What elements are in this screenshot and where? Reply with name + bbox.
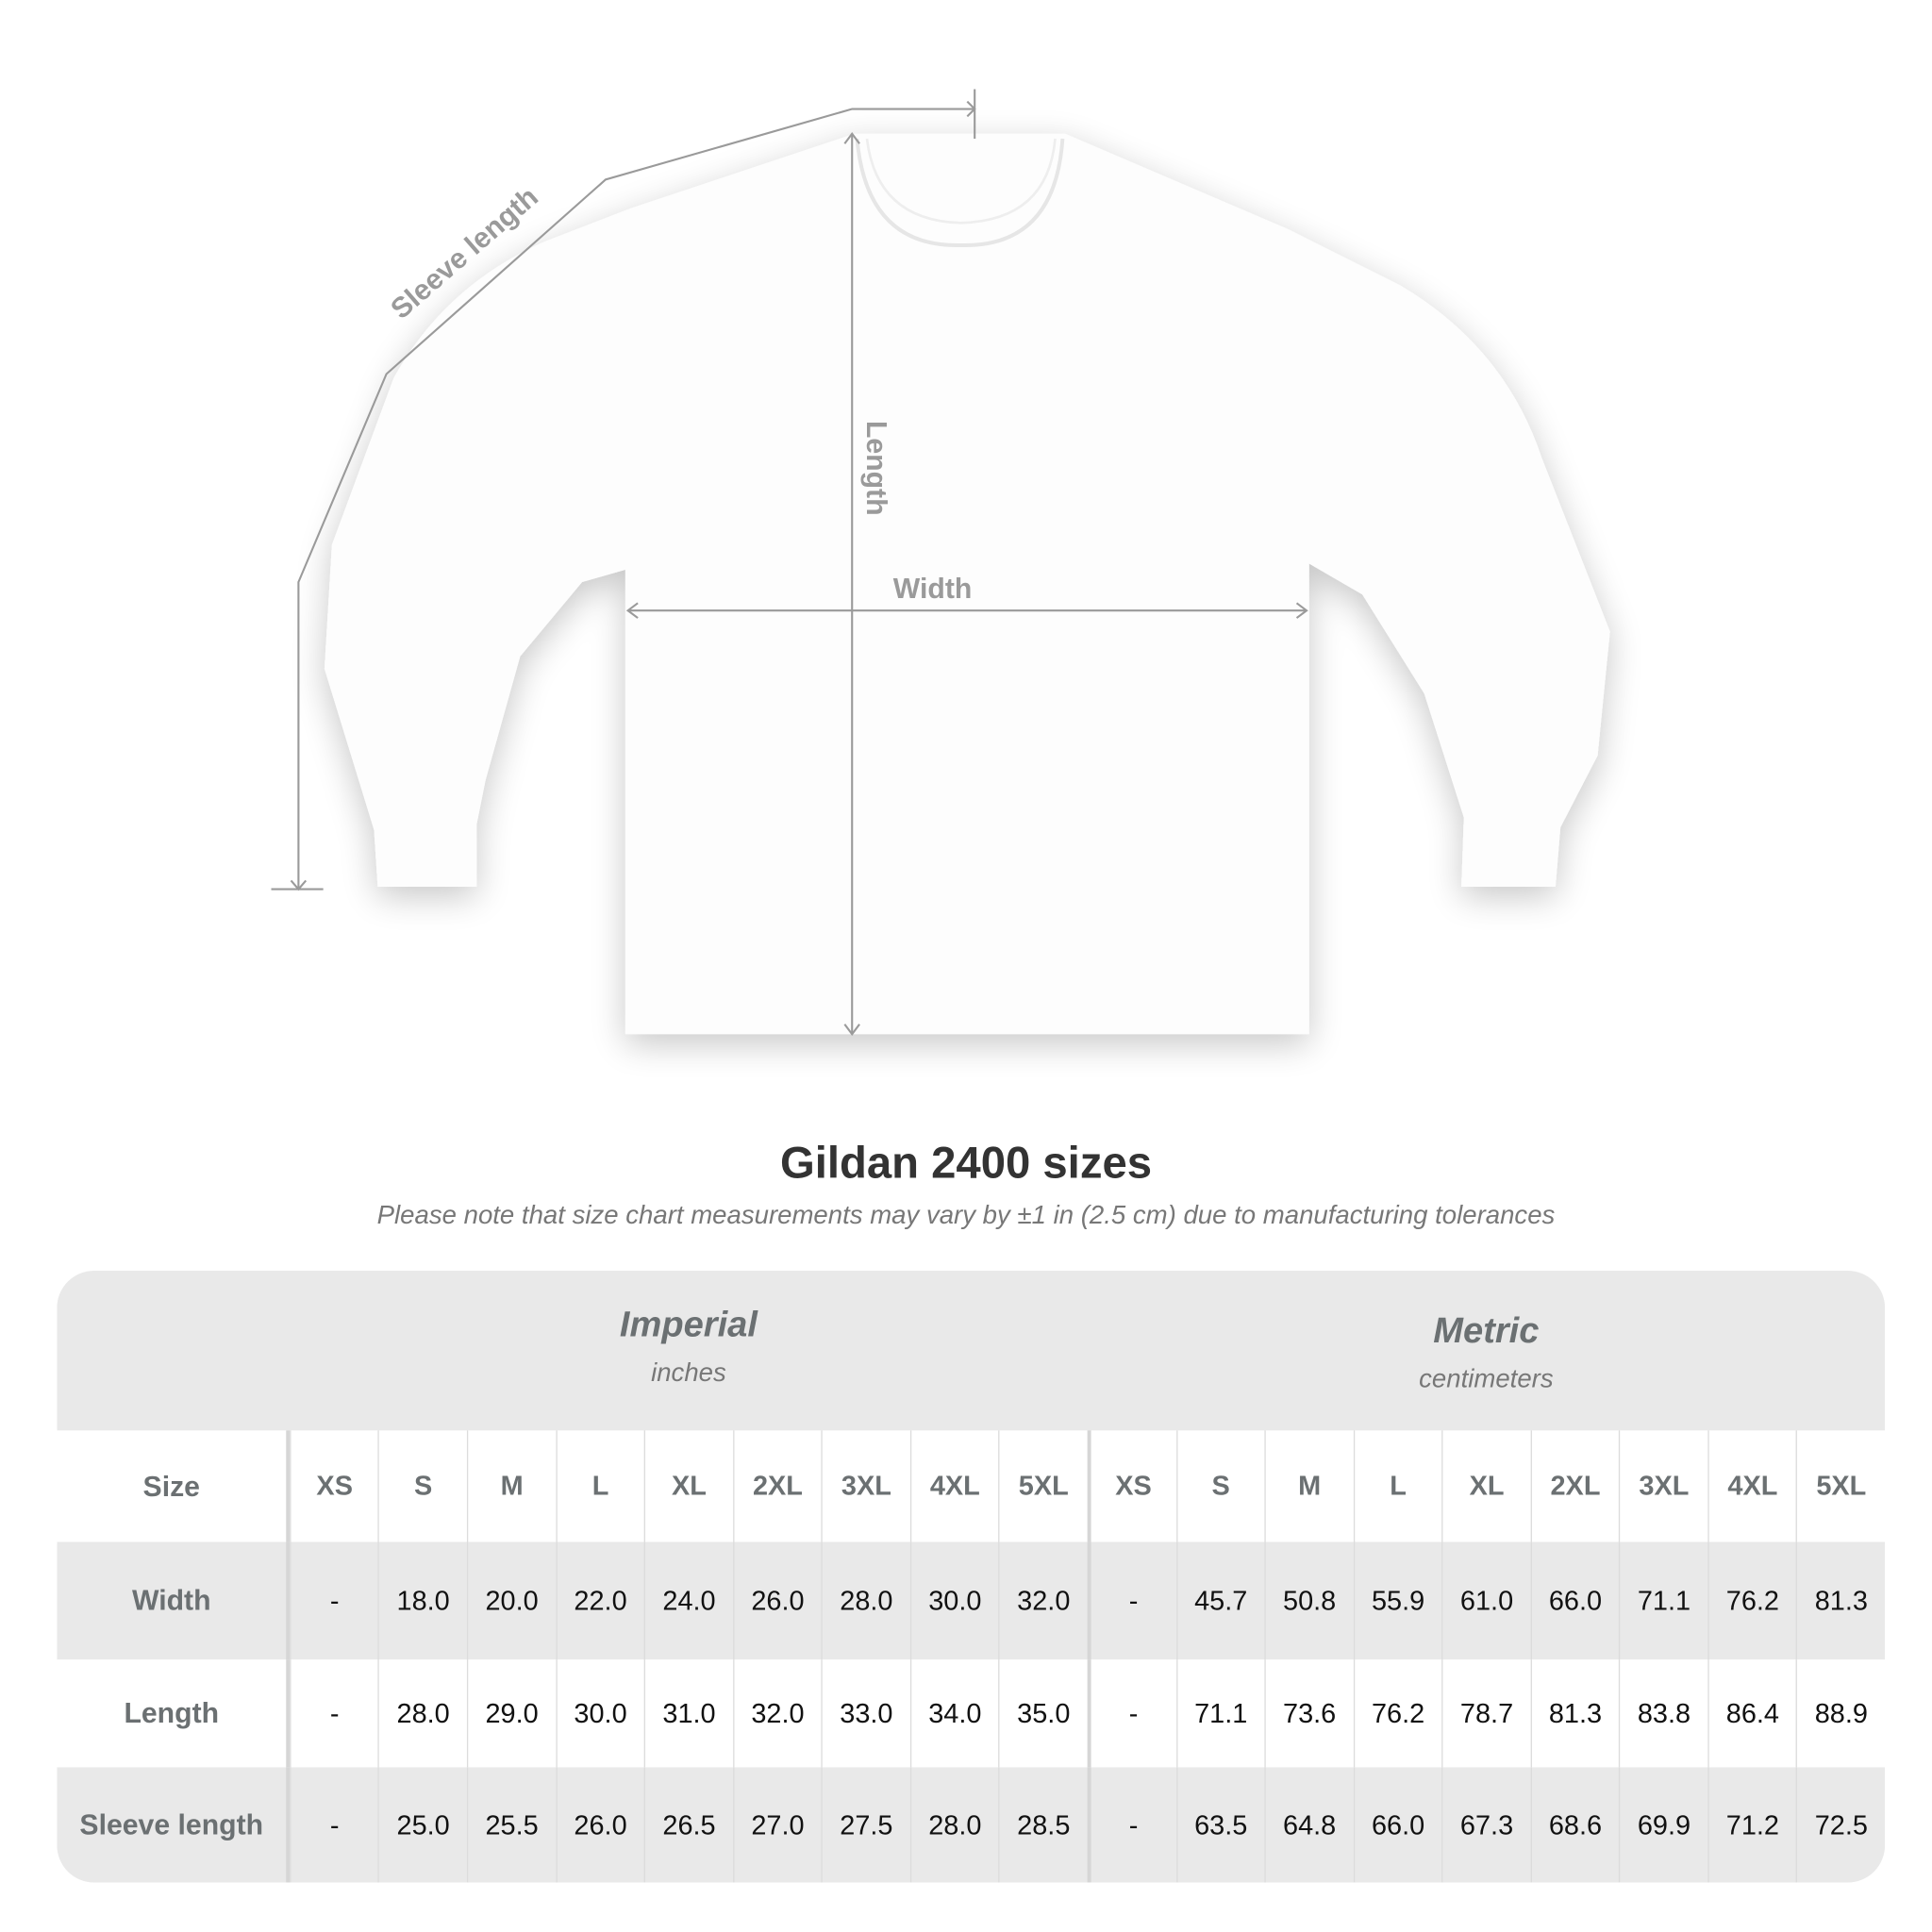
imperial-value-cell: 28.5 bbox=[998, 1767, 1088, 1883]
metric-value-cell: 73.6 bbox=[1264, 1659, 1354, 1768]
metric-value-cell: 61.0 bbox=[1441, 1541, 1530, 1660]
metric-value-cell: 64.8 bbox=[1264, 1767, 1354, 1883]
metric-value-cell: - bbox=[1087, 1659, 1176, 1768]
metric-value-cell: 45.7 bbox=[1175, 1541, 1265, 1660]
imperial-size-xs: XS bbox=[290, 1430, 378, 1542]
shirt-diagram: Sleeve length Length Width bbox=[271, 89, 1610, 1036]
metric-value-cell: 71.2 bbox=[1707, 1767, 1796, 1883]
metric-value-cell: 71.1 bbox=[1619, 1541, 1707, 1660]
table-row: Length -28.0 29.0 30.0 31.0 32.0 33.0 34.0 35.0-… bbox=[57, 1659, 1885, 1768]
metric-value-cell: 63.5 bbox=[1175, 1767, 1265, 1883]
metric-value-cell: - bbox=[1087, 1541, 1176, 1660]
width-label: Width bbox=[893, 574, 973, 605]
page-title: Gildan 2400 sizes bbox=[779, 1137, 1153, 1188]
imperial-title: Imperial bbox=[619, 1305, 758, 1345]
metric-value-cell: 81.3 bbox=[1530, 1659, 1619, 1768]
metric-unit: centimeters bbox=[1419, 1364, 1554, 1393]
metric-size-s: S bbox=[1175, 1430, 1265, 1542]
metric-value-cell: 78.7 bbox=[1441, 1659, 1530, 1768]
imperial-value-cell: - bbox=[290, 1767, 378, 1883]
metric-value-cell: 66.0 bbox=[1353, 1767, 1441, 1883]
metric-size-xl: XL bbox=[1441, 1430, 1530, 1542]
row-label: Length bbox=[57, 1659, 291, 1768]
metric-value-cell: 55.9 bbox=[1353, 1541, 1441, 1660]
imperial-size-4xl: 4XL bbox=[909, 1430, 999, 1542]
metric-size-xs: XS bbox=[1087, 1430, 1176, 1542]
measure-lines bbox=[271, 89, 1308, 1036]
metric-value-cell: 72.5 bbox=[1796, 1767, 1885, 1883]
imperial-value-cell: 27.5 bbox=[821, 1767, 910, 1883]
imperial-value-cell: 32.0 bbox=[998, 1541, 1088, 1660]
unit-header: Imperial inches Metric centimeters bbox=[57, 1270, 1886, 1431]
row-label: Sleeve length bbox=[57, 1767, 291, 1883]
imperial-value-cell: 26.5 bbox=[643, 1767, 733, 1883]
metric-size-m: M bbox=[1264, 1430, 1354, 1542]
shirt-shape bbox=[324, 133, 1610, 1035]
imperial-value-cell: 26.0 bbox=[732, 1541, 822, 1660]
metric-value-cell: 67.3 bbox=[1441, 1767, 1530, 1883]
size-header-row: Size XS S M L XL 2XL 3XL 4XL 5XL XS S M L XL 2XL 3XL 4XL 5… bbox=[57, 1430, 1885, 1542]
size-label: Size bbox=[57, 1430, 291, 1542]
imperial-value-cell: 28.0 bbox=[909, 1767, 999, 1883]
metric-value-cell: 66.0 bbox=[1530, 1541, 1619, 1660]
imperial-value-cell: - bbox=[290, 1541, 378, 1660]
imperial-value-cell: 32.0 bbox=[732, 1659, 822, 1768]
tolerance-note: Please note that size chart measurements… bbox=[376, 1201, 1556, 1230]
table-row: Width -18.0 20.0 22.0 24.0 26.0 28.0 30.0 32.0-4… bbox=[57, 1541, 1886, 1660]
imperial-value-cell: 27.0 bbox=[732, 1767, 822, 1883]
imperial-value-cell: 28.0 bbox=[821, 1541, 910, 1660]
imperial-value-cell: 29.0 bbox=[466, 1659, 556, 1768]
metric-header: Metric centimeters bbox=[1088, 1311, 1885, 1394]
imperial-header: Imperial inches bbox=[290, 1306, 1087, 1389]
metric-value-cell: 86.4 bbox=[1707, 1659, 1796, 1768]
metric-value-cell: 71.1 bbox=[1175, 1659, 1265, 1768]
metric-value-cell: 69.9 bbox=[1619, 1767, 1707, 1883]
metric-size-5xl: 5XL bbox=[1796, 1430, 1885, 1542]
metric-value-cell: 76.2 bbox=[1353, 1659, 1441, 1768]
imperial-value-cell: 25.0 bbox=[378, 1767, 467, 1883]
imperial-size-5xl: 5XL bbox=[998, 1430, 1088, 1542]
imperial-size-3xl: 3XL bbox=[821, 1430, 910, 1542]
size-table: Imperial inches Metric centimeters Size X… bbox=[57, 1270, 1886, 1883]
length-label: Length bbox=[860, 421, 891, 516]
row-label: Width bbox=[57, 1541, 291, 1660]
imperial-value-cell: 20.0 bbox=[466, 1541, 556, 1660]
imperial-value-cell: 31.0 bbox=[643, 1659, 733, 1768]
imperial-value-cell: 18.0 bbox=[378, 1541, 467, 1660]
metric-title: Metric bbox=[1433, 1311, 1540, 1352]
imperial-value-cell: 28.0 bbox=[378, 1659, 467, 1768]
imperial-size-s: S bbox=[378, 1430, 467, 1542]
imperial-value-cell: 35.0 bbox=[998, 1659, 1088, 1768]
imperial-value-cell: - bbox=[290, 1659, 378, 1768]
imperial-size-m: M bbox=[466, 1430, 556, 1542]
metric-value-cell: - bbox=[1087, 1767, 1176, 1883]
metric-size-3xl: 3XL bbox=[1619, 1430, 1707, 1542]
table-row: Sleeve length -25.0 25.5 26.0 26.5 27.0 27.5 28… bbox=[57, 1767, 1886, 1883]
imperial-value-cell: 34.0 bbox=[909, 1659, 999, 1768]
metric-value-cell: 76.2 bbox=[1707, 1541, 1796, 1660]
metric-value-cell: 81.3 bbox=[1796, 1541, 1885, 1660]
imperial-value-cell: 26.0 bbox=[555, 1767, 644, 1883]
collar bbox=[855, 138, 1065, 247]
metric-size-4xl: 4XL bbox=[1707, 1430, 1796, 1542]
imperial-value-cell: 30.0 bbox=[555, 1659, 644, 1768]
imperial-size-xl: XL bbox=[643, 1430, 733, 1542]
metric-size-l: L bbox=[1353, 1430, 1441, 1542]
metric-value-cell: 83.8 bbox=[1619, 1659, 1707, 1768]
metric-size-2xl: 2XL bbox=[1530, 1430, 1619, 1542]
imperial-unit: inches bbox=[651, 1358, 726, 1388]
imperial-value-cell: 25.5 bbox=[466, 1767, 556, 1883]
sleeve-measure-line bbox=[297, 108, 975, 890]
metric-value-cell: 50.8 bbox=[1264, 1541, 1354, 1660]
imperial-value-cell: 24.0 bbox=[643, 1541, 733, 1660]
metric-value-cell: 88.9 bbox=[1796, 1659, 1885, 1768]
imperial-size-l: L bbox=[555, 1430, 644, 1542]
imperial-value-cell: 22.0 bbox=[555, 1541, 644, 1660]
imperial-value-cell: 33.0 bbox=[821, 1659, 910, 1768]
imperial-size-2xl: 2XL bbox=[732, 1430, 822, 1542]
imperial-value-cell: 30.0 bbox=[909, 1541, 999, 1660]
metric-value-cell: 68.6 bbox=[1530, 1767, 1619, 1883]
